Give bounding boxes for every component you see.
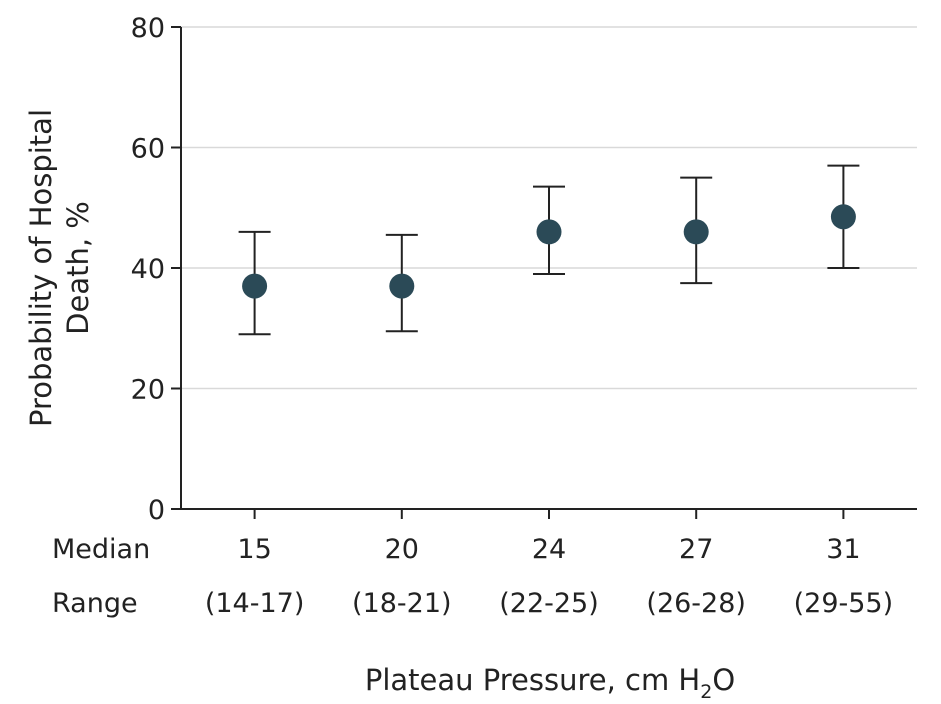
x-axis-title: Plateau Pressure, cm H2O	[365, 663, 735, 703]
y-tick-label: 0	[148, 495, 165, 526]
y-tick-labels: 0 20 40 60 80	[131, 13, 165, 526]
y-tick-label: 60	[131, 134, 165, 165]
data-point	[683, 219, 709, 245]
x-category-labels: Median Range 15 (14-17) 20 (18-21) 24 (22-25)…	[52, 534, 893, 619]
gridlines	[181, 26, 917, 390]
x-tick-label-range: (14-17)	[205, 588, 305, 619]
error-bars	[238, 164, 860, 336]
axes	[171, 26, 917, 519]
data-points	[242, 204, 856, 299]
x-tick-label-range: (22-25)	[499, 588, 599, 619]
x-tick-label-median: 31	[826, 534, 860, 565]
x-tick-label-range: (29-55)	[794, 588, 894, 619]
x-tick-label-median: 20	[385, 534, 419, 565]
range-row-label: Range	[52, 588, 138, 619]
data-point	[536, 219, 562, 245]
y-axis-title-line1: Probability of Hospital	[24, 109, 58, 427]
y-tick-label: 20	[131, 375, 165, 406]
x-tick-label-median: 15	[237, 534, 271, 565]
x-tick-label-median: 27	[679, 534, 713, 565]
x-tick-label-median: 24	[532, 534, 566, 565]
x-axis-title-suffix: O	[712, 663, 735, 697]
data-point	[389, 273, 415, 299]
y-tick-label: 40	[131, 254, 165, 285]
x-axis-title-subscript: 2	[700, 681, 712, 703]
data-point	[242, 273, 268, 299]
data-point	[830, 204, 856, 230]
median-row-label: Median	[52, 534, 150, 565]
y-tick-label: 80	[131, 13, 165, 44]
x-axis-title-main: Plateau Pressure, cm H	[365, 663, 700, 697]
x-tick-label-range: (26-28)	[646, 588, 746, 619]
x-tick-label-range: (18-21)	[352, 588, 452, 619]
y-axis-title-line2: Death, %	[61, 201, 95, 335]
